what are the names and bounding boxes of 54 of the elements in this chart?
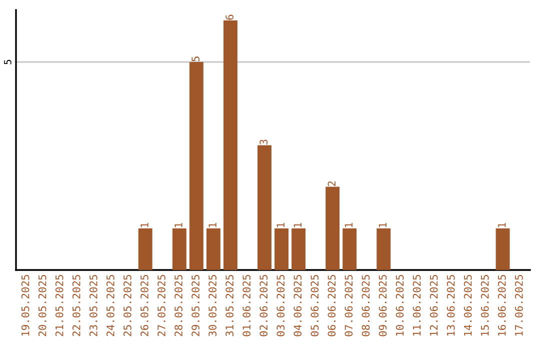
- data-label: 1: [294, 222, 302, 228]
- x-tick-label: 24.05.2025: [106, 275, 114, 336]
- data-label: 1: [344, 222, 352, 228]
- x-tick-label: 25.05.2025: [124, 275, 132, 336]
- bar: [274, 228, 288, 270]
- x-tick-label: 15.06.2025: [480, 275, 489, 336]
- bar: [326, 186, 340, 270]
- x-tick-label: 12.06.2025: [430, 275, 438, 336]
- data-label: 1: [276, 222, 284, 228]
- data-label: 2: [328, 181, 336, 186]
- x-tick-label: 14.06.2025: [464, 275, 472, 336]
- bar: [223, 20, 238, 270]
- x-tick-label: 05.06.2025: [310, 275, 319, 336]
- x-tick-label: 07.06.2025: [344, 275, 353, 336]
- x-tick-label: 28.05.2025: [174, 275, 182, 336]
- data-label: 1: [174, 222, 182, 228]
- bar: [342, 228, 357, 270]
- data-label: 6: [226, 14, 234, 20]
- x-tick-label: 11.06.2025: [412, 275, 421, 336]
- bar: [138, 228, 152, 270]
- x-tick-label: 08.06.2025: [362, 275, 370, 336]
- bar: [376, 228, 391, 270]
- bar: [206, 228, 220, 270]
- bar: [172, 228, 186, 270]
- data-label: 1: [378, 222, 387, 228]
- x-tick-label: 23.05.2025: [89, 275, 98, 336]
- x-tick-label: 30.05.2025: [208, 275, 216, 336]
- bar: [189, 62, 204, 270]
- data-label: 1: [208, 222, 216, 228]
- x-tick-label: 09.06.2025: [378, 275, 387, 336]
- data-label: 1: [498, 222, 506, 228]
- data-label: 3: [260, 140, 268, 145]
- bar: [292, 228, 306, 270]
- x-tick-label: 10.06.2025: [396, 275, 404, 336]
- x-tick-label: 16.06.2025: [498, 275, 506, 336]
- data-label: 5: [192, 56, 200, 62]
- x-tick-label: 29.05.2025: [192, 275, 200, 336]
- x-tick-label: 31.05.2025: [226, 275, 234, 336]
- x-tick-label: 22.05.2025: [72, 275, 80, 336]
- x-tick-label: 26.05.2025: [140, 275, 148, 336]
- x-tick-label: 02.06.2025: [260, 275, 268, 336]
- x-tick-label: 03.06.2025: [276, 275, 285, 336]
- x-tick-label: 13.06.2025: [446, 275, 455, 336]
- x-tick-label: 01.06.2025: [242, 275, 251, 336]
- x-tick-label: 04.06.2025: [294, 275, 302, 336]
- x-tick-label: 27.05.2025: [158, 275, 166, 336]
- bar: [496, 228, 510, 270]
- bar: [258, 145, 272, 270]
- x-tick-label: 06.06.2025: [328, 275, 336, 336]
- x-tick-label: 21.05.2025: [55, 275, 64, 336]
- x-tick-label: 19.05.2025: [21, 275, 30, 336]
- x-tick-label: 20.05.2025: [38, 275, 46, 336]
- data-label: 1: [140, 222, 148, 228]
- x-tick-label: 17.06.2025: [514, 275, 523, 336]
